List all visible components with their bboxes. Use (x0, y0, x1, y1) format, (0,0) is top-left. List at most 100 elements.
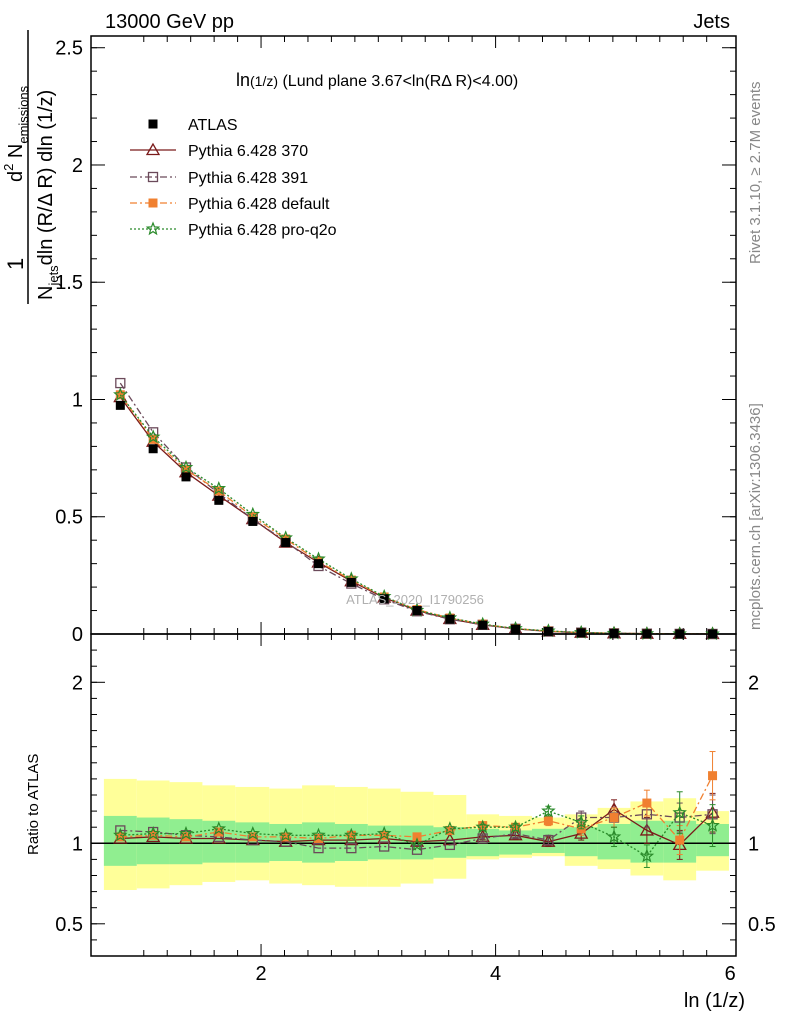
ratio-point-p370 (639, 823, 654, 836)
main-y-tick-label: 0 (72, 624, 83, 646)
ratio-point-p391 (379, 841, 390, 852)
ratio-point-pq2o (113, 827, 128, 842)
ratio-point-pq2o (606, 829, 622, 844)
legend-marker-pdefault (148, 198, 158, 208)
main-point-pq2o (211, 480, 227, 495)
ratio-point-pq2o (573, 814, 589, 829)
ratio-point-pq2o (705, 817, 720, 832)
ratio-y-tick-label-right: 2 (748, 672, 759, 694)
ratio-point-pq2o (409, 837, 425, 852)
main-point-ATLAS (543, 626, 553, 636)
main-point-ATLAS (445, 614, 455, 624)
legend-item-ATLAS: ATLAS (148, 117, 238, 134)
x-tick-label: 4 (490, 963, 501, 985)
main-point-ATLAS (248, 516, 258, 526)
ratio-point-p391 (313, 842, 324, 854)
ratio-point-pdefault (148, 830, 158, 840)
svg-text:Njetsdln (R/Δ R) dln (1/z): Njetsdln (R/Δ R) dln (1/z) (35, 90, 61, 300)
main-y-tick-label: 0.5 (55, 507, 83, 529)
legend: ATLAS Pythia 6.428 370 Pythia 6.428 391 Pyt… (130, 117, 337, 239)
main-y-tick-label: 2.5 (55, 38, 83, 60)
main-y-axis-label: 1 d2 Nemissions Njetsdln (R/Δ R) dln (1/… (1, 30, 61, 304)
ratio-point-pdefault (543, 816, 553, 826)
main-plot: 0 0.5 1 1.5 2 2.5 (55, 35, 737, 646)
ratio-point-pq2o (508, 819, 523, 834)
ratio-point-p370 (541, 834, 556, 847)
ratio-point-pdefault (379, 830, 389, 840)
header-right: Jets (693, 11, 730, 33)
x-tick-label: 2 (255, 963, 266, 985)
x-tick-label: 6 (725, 963, 736, 985)
ratio-point-pdefault (609, 813, 619, 823)
ratio-point-p391 (444, 839, 456, 851)
ratio-point-pq2o (541, 803, 556, 818)
ratio-y-tick-label: 0.5 (55, 914, 83, 936)
ratio-plot: 0.5 0.5 1 1 2 2 2 4 6 (55, 633, 776, 985)
ratio-point-pq2o (245, 825, 261, 840)
legend-label-p370: Pythia 6.428 370 (188, 143, 308, 160)
ratio-point-pdefault (642, 798, 652, 808)
header-left: 13000 GeV pp (105, 11, 234, 33)
legend-label-pdefault: Pythia 6.428 default (188, 196, 330, 213)
main-point-pq2o (178, 459, 194, 474)
legend-label-p391: Pythia 6.428 391 (188, 170, 308, 187)
legend-marker-p391 (147, 171, 159, 183)
ratio-point-pq2o (145, 825, 161, 840)
ratio-point-p391 (477, 833, 488, 844)
main-point-ATLAS (379, 594, 389, 604)
legend-item-pq2o: Pythia 6.428 pro-q2o (130, 221, 337, 239)
main-y-tick-label: 1.5 (55, 272, 83, 294)
main-title: ln(1/z) (Lund plane 3.67<ln(RΔ R)<4.00) (236, 70, 518, 90)
ratio-point-pdefault (346, 830, 356, 840)
ratio-point-pq2o (672, 805, 687, 819)
main-y-tick-label: 2 (72, 155, 83, 177)
main-point-ATLAS (214, 495, 224, 505)
ratio-y-tick-label-right: 0.5 (748, 914, 776, 936)
ratio-point-p391 (543, 834, 554, 846)
main-point-ATLAS (115, 400, 125, 410)
ratio-point-pq2o (376, 825, 392, 840)
ratio-point-pq2o (475, 819, 490, 834)
main-point-ATLAS (511, 624, 521, 634)
main-point-p391 (115, 377, 126, 389)
ratio-point-pdefault (281, 832, 291, 842)
main-point-ATLAS (314, 559, 324, 569)
side-label-mcplots: mcplots.cern.ch [arXiv:1306.3436] (747, 403, 764, 630)
ratio-point-p391 (411, 844, 423, 855)
ratio-y-tick-label-right: 1 (748, 833, 759, 855)
ratio-point-pq2o (344, 827, 359, 842)
legend-item-p391: Pythia 6.428 391 (130, 170, 308, 187)
main-point-ATLAS (412, 606, 422, 616)
watermark: ATLAS_2020_I1790256 (346, 592, 484, 607)
legend-item-pdefault: Pythia 6.428 default (130, 196, 330, 213)
ratio-point-pdefault (412, 832, 422, 842)
main-y-tick-label: 1 (72, 389, 83, 411)
main-point-ATLAS (181, 472, 191, 482)
svg-text:d2 Nemissions: d2 Nemissions (1, 85, 31, 182)
legend-label-pq2o: Pythia 6.428 pro-q2o (188, 222, 337, 239)
svg-text:1: 1 (3, 258, 28, 270)
ratio-y-tick-label: 2 (72, 672, 83, 694)
main-point-ATLAS (576, 628, 586, 638)
ratio-y-tick-label: 1 (72, 833, 83, 855)
ratio-point-pdefault (445, 825, 455, 835)
ratio-band-inner (169, 819, 203, 865)
ratio-point-p391 (346, 842, 357, 854)
main-point-pq2o (113, 387, 128, 402)
legend-marker-pq2o (145, 221, 161, 236)
ratio-point-pq2o (211, 821, 227, 836)
ratio-point-pdefault (675, 835, 685, 845)
ratio-series-pq2o (113, 791, 720, 868)
ratio-point-pq2o (442, 821, 458, 836)
main-point-ATLAS (281, 538, 291, 548)
main-point-ATLAS (148, 444, 158, 454)
ratio-point-pq2o (278, 827, 293, 842)
legend-label-ATLAS: ATLAS (188, 117, 238, 134)
ratio-point-pq2o (639, 848, 655, 863)
legend-marker-p370 (145, 142, 161, 156)
main-point-ATLAS (478, 620, 488, 630)
main-point-pq2o (145, 429, 161, 444)
x-axis-label: ln (1/z) (684, 990, 745, 1012)
ratio-point-pq2o (311, 827, 326, 842)
